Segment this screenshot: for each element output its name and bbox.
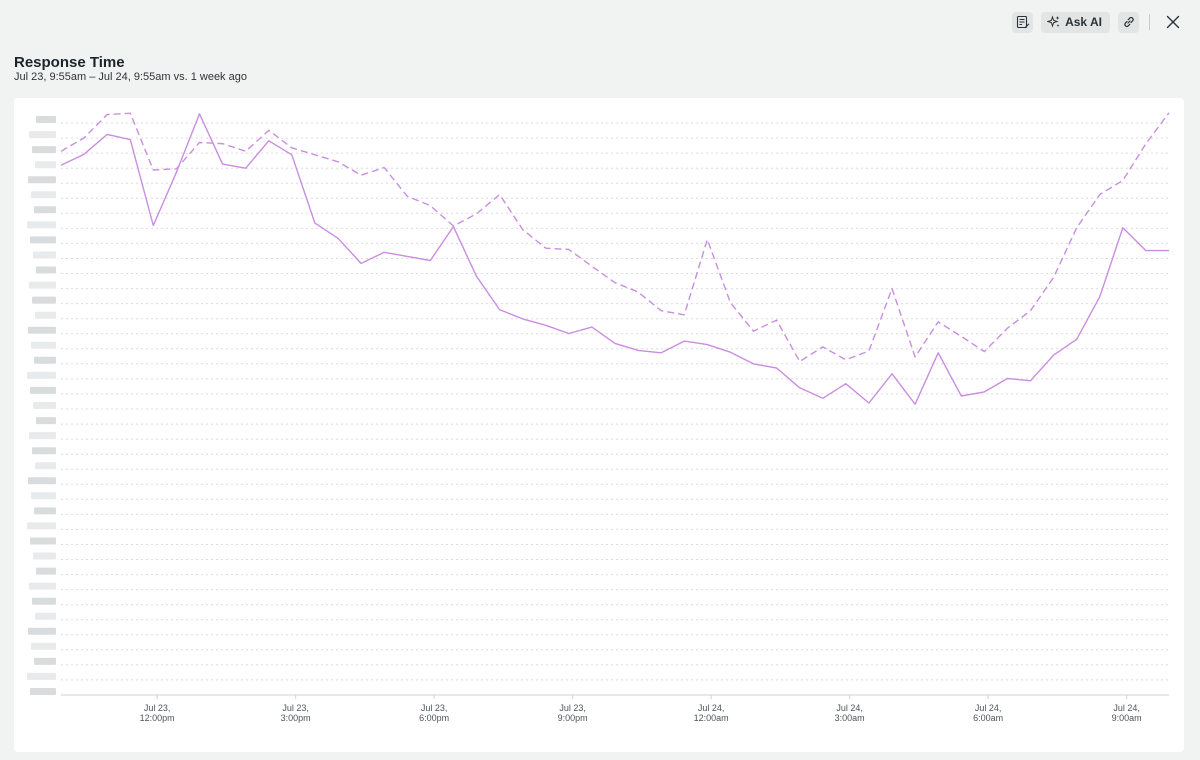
x-tick-label: Jul 23, 12:00pm [140, 703, 175, 723]
y-tick-label-obscured [32, 447, 56, 455]
y-tick-label-obscured [33, 251, 56, 259]
notes-edit-icon [1016, 15, 1029, 29]
y-tick-label-obscured [34, 507, 56, 515]
y-tick-label-obscured [33, 552, 56, 560]
toolbar-divider [1149, 14, 1150, 30]
y-tick-label-obscured [29, 131, 56, 139]
y-tick-label-obscured [36, 567, 56, 575]
x-tick-label-time: 9:00am [1112, 713, 1142, 723]
chart-card: Jul 23, 12:00pm Jul 23, 3:00pm Jul 23, 6:00pm… [14, 98, 1184, 752]
y-tick-label-obscured [31, 191, 56, 199]
x-tick-label-time: 3:00am [835, 713, 865, 723]
y-tick-label-obscured [28, 627, 56, 635]
x-tick-label-time: 12:00pm [140, 713, 175, 723]
x-tick-label-time: 6:00am [973, 713, 1003, 723]
y-tick-label-obscured [34, 206, 56, 214]
x-tick-label-date: Jul 24, [836, 703, 863, 713]
y-tick-label-obscured [31, 341, 56, 349]
y-tick-label-obscured [28, 326, 56, 334]
close-icon [1166, 15, 1180, 29]
x-tick-label: Jul 23, 3:00pm [281, 703, 311, 723]
x-tick-label-date: Jul 24, [975, 703, 1002, 713]
y-tick-label-obscured [34, 657, 56, 665]
y-tick-label-obscured [29, 281, 56, 289]
series-group [60, 112, 1170, 405]
y-tick-label-obscured [28, 176, 56, 184]
chart-toolbar: Ask AI [1012, 11, 1184, 33]
x-tick-label-time: 3:00pm [281, 713, 311, 723]
y-tick-label-obscured [29, 432, 56, 440]
link-icon [1123, 17, 1134, 27]
y-axis-ticks-obscured [27, 116, 56, 695]
sparkle-icon [1047, 15, 1060, 28]
y-tick-label-obscured [35, 612, 56, 620]
close-button[interactable] [1162, 11, 1184, 33]
x-tick-label-date: Jul 23, [282, 703, 309, 713]
x-tick-label-time: 6:00pm [419, 713, 449, 723]
x-tick-label: Jul 24, 9:00am [1112, 703, 1142, 723]
x-tick-label: Jul 24, 12:00am [694, 703, 729, 723]
y-tick-label-obscured [36, 417, 56, 425]
y-tick-label-obscured [33, 402, 56, 409]
series-line-solid [60, 113, 1169, 405]
y-tick-label-obscured [36, 266, 56, 274]
x-tick-label-date: Jul 24, [698, 703, 725, 713]
y-tick-label-obscured [27, 371, 56, 379]
y-tick-label-obscured [30, 688, 56, 695]
chart-title: Response Time [14, 54, 125, 71]
x-tick-label-time: 9:00pm [558, 713, 588, 723]
x-tick-label-time: 12:00am [694, 713, 729, 723]
y-tick-label-obscured [31, 642, 56, 650]
x-tick-label: Jul 24, 6:00am [973, 703, 1003, 723]
y-tick-label-obscured [30, 386, 56, 394]
grid-lines [61, 122, 1169, 681]
x-tick-label: Jul 23, 6:00pm [419, 703, 449, 723]
y-tick-label-obscured [35, 161, 56, 169]
y-tick-label-obscured [35, 311, 56, 319]
copy-link-button[interactable] [1118, 11, 1139, 33]
y-tick-label-obscured [36, 116, 56, 123]
y-tick-label-obscured [35, 462, 56, 470]
chart-subtitle: Jul 23, 9:55am – Jul 24, 9:55am vs. 1 we… [14, 71, 247, 83]
x-tick-label-date: Jul 23, [144, 703, 171, 713]
x-tick-label: Jul 23, 9:00pm [558, 703, 588, 723]
series-line-dashed [60, 112, 1170, 363]
ask-ai-label: Ask AI [1065, 15, 1102, 29]
y-tick-label-obscured [30, 537, 56, 545]
x-tick-label-date: Jul 23, [559, 703, 586, 713]
y-tick-label-obscured [30, 236, 56, 244]
x-tick-label: Jul 24, 3:00am [835, 703, 865, 723]
y-tick-label-obscured [32, 597, 56, 605]
x-tick-label-date: Jul 24, [1113, 703, 1140, 713]
y-tick-label-obscured [32, 296, 56, 304]
y-tick-label-obscured [32, 146, 56, 154]
y-tick-label-obscured [28, 477, 56, 485]
notes-edit-button[interactable] [1012, 11, 1034, 33]
y-tick-label-obscured [29, 582, 56, 590]
y-tick-label-obscured [27, 221, 56, 229]
x-tick-label-date: Jul 23, [421, 703, 448, 713]
y-tick-label-obscured [34, 356, 56, 364]
ask-ai-button[interactable]: Ask AI [1041, 11, 1110, 33]
y-tick-label-obscured [27, 522, 56, 530]
y-tick-label-obscured [27, 672, 56, 680]
y-tick-label-obscured [31, 492, 56, 500]
